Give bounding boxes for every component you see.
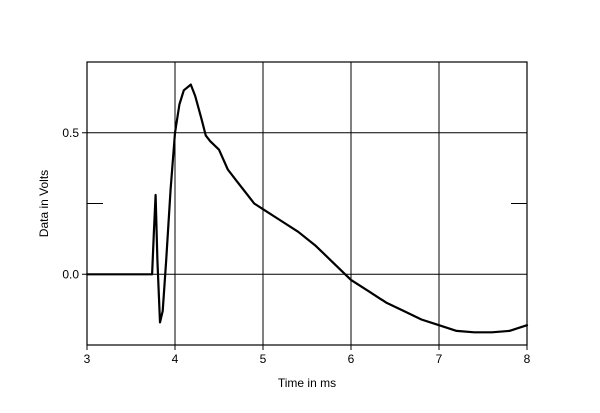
y-tick-label: 0.5 (62, 126, 79, 140)
x-tick-label: 5 (260, 352, 267, 366)
y-tick-label: 0.0 (62, 267, 79, 281)
y-axis-title: Data in Volts (37, 170, 51, 237)
grid-lines (87, 62, 527, 345)
x-tick-label: 3 (84, 352, 91, 366)
axis-ticks (82, 132, 528, 350)
series-line (85, 83, 529, 334)
plot-frame (86, 61, 528, 346)
x-tick-label: 8 (524, 352, 531, 366)
x-axis-title: Time in ms (278, 376, 336, 390)
x-tick-labels: 3 4 5 6 7 8 (84, 352, 531, 366)
x-tick-label: 4 (172, 352, 179, 366)
y-tick-labels: 0.0 0.5 (62, 126, 79, 282)
x-tick-label: 7 (436, 352, 443, 366)
x-tick-label: 6 (348, 352, 355, 366)
